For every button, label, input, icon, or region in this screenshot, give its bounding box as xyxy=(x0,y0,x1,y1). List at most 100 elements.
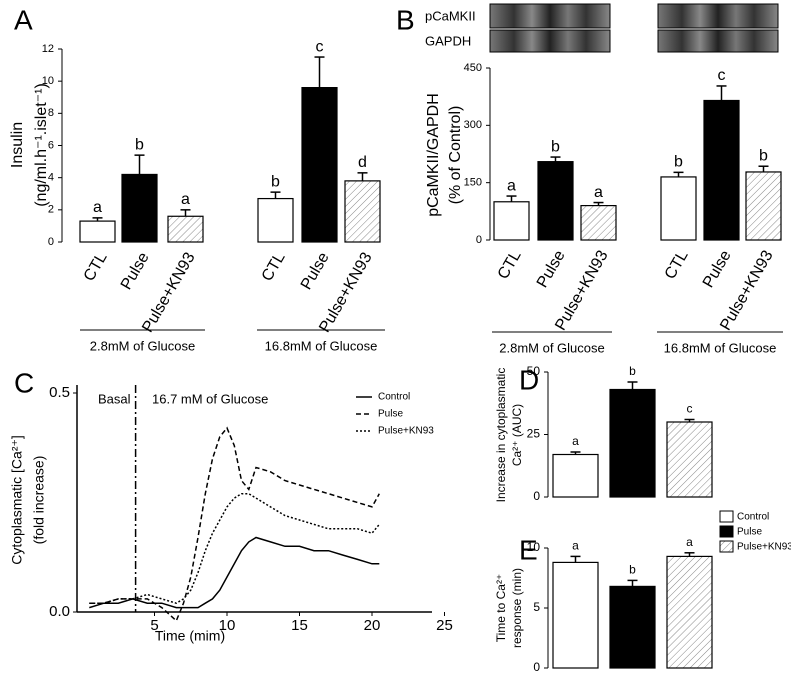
x-tick-label: 10 xyxy=(219,617,236,634)
bar xyxy=(609,388,656,498)
bar xyxy=(79,220,116,243)
significance-letter: b xyxy=(629,364,636,378)
x-tick-label: 25 xyxy=(436,617,453,634)
y-tick-label: 150 xyxy=(464,177,482,189)
x-tick-label: 5 xyxy=(150,617,158,634)
x-tick-label: CTL xyxy=(662,248,692,283)
legend-label: Control xyxy=(737,512,769,523)
legend-swatch xyxy=(719,510,734,523)
bar xyxy=(660,176,697,241)
panel-label: A xyxy=(14,4,33,35)
annotation: Basal xyxy=(98,391,131,406)
series-line xyxy=(89,492,380,605)
y-axis-title: response (min) xyxy=(510,568,524,648)
x-tick-label: Pulse xyxy=(700,248,735,291)
blots xyxy=(489,3,779,53)
legend-label: Pulse xyxy=(737,527,762,538)
significance-letter: c xyxy=(316,38,324,55)
y-axis-title: pCaMKII/GAPDH xyxy=(425,93,442,217)
bar xyxy=(493,201,530,241)
legend-label: Pulse+KN93 xyxy=(737,542,791,553)
significance-letter: c xyxy=(687,402,693,416)
legend-label: Pulse xyxy=(378,409,403,420)
y-tick-label: 10 xyxy=(42,75,54,87)
significance-letter: a xyxy=(572,539,579,553)
y-tick-label: 50 xyxy=(527,364,541,378)
x-tick-label: CTL xyxy=(81,250,111,285)
y-tick-label: 0 xyxy=(533,489,540,503)
y-tick-label: 12 xyxy=(42,43,54,55)
bar xyxy=(257,197,294,243)
significance-letter: b xyxy=(135,136,144,153)
significance-letter: a xyxy=(594,184,603,201)
significance-letter: a xyxy=(181,191,190,208)
y-axis-title: Insulin xyxy=(9,122,26,168)
panel-label: B xyxy=(396,4,415,35)
y-tick-label: 0 xyxy=(533,660,540,674)
x-tick-label: Pulse xyxy=(118,250,153,293)
legend-label: Control xyxy=(378,392,410,403)
significance-letter: b xyxy=(674,154,683,171)
significance-letter: b xyxy=(551,138,560,155)
bar xyxy=(537,161,574,241)
significance-letter: a xyxy=(686,535,693,549)
x-tick-label: CTL xyxy=(259,250,289,285)
y-tick-label: 450 xyxy=(464,62,482,74)
bar xyxy=(745,171,782,241)
series-line xyxy=(89,536,380,609)
group-label: 2.8mM of Glucose xyxy=(90,338,196,353)
significance-letter: a xyxy=(93,199,102,216)
group-label: 16.8mM of Glucose xyxy=(265,338,378,353)
x-tick-label: 15 xyxy=(291,617,308,634)
significance-letter: c xyxy=(718,67,726,84)
blot-label: pCaMKII xyxy=(425,8,476,23)
annotation: 16.7 mM of Glucose xyxy=(152,391,268,406)
y-axis-title: (ng/ml.h⁻¹.islet⁻¹) xyxy=(33,83,50,207)
bar xyxy=(666,555,713,669)
significance-letter: b xyxy=(759,147,768,164)
x-tick-label: CTL xyxy=(495,248,525,283)
significance-letter: b xyxy=(271,173,280,190)
group-label: 2.8mM of Glucose xyxy=(499,340,605,355)
bar xyxy=(167,215,204,243)
bar xyxy=(609,585,656,669)
y-tick-label: 300 xyxy=(464,119,482,131)
series-line xyxy=(89,426,380,623)
y-tick-label: 4 xyxy=(48,172,54,184)
y-tick-label: 2 xyxy=(48,204,54,216)
legend-swatch xyxy=(719,525,734,538)
y-tick-label: 10 xyxy=(527,540,541,554)
x-tick-label: Pulse xyxy=(298,250,333,293)
y-axis-title: Cytoplasmatic [Ca²⁺] xyxy=(9,435,25,565)
bar xyxy=(301,86,338,243)
significance-letter: b xyxy=(629,563,636,577)
bar xyxy=(580,205,617,241)
bar xyxy=(344,180,381,243)
y-tick-label: 5 xyxy=(533,600,540,614)
bar xyxy=(703,99,740,241)
significance-letter: d xyxy=(358,154,367,171)
legend-swatch xyxy=(719,540,734,553)
x-tick-label: Pulse xyxy=(534,248,569,291)
y-tick-label: 6 xyxy=(48,139,54,151)
bar xyxy=(666,421,713,498)
group-label: 16.8mM of Glucose xyxy=(664,340,777,355)
x-axis-title: Time (mim) xyxy=(155,628,225,644)
y-tick-label: 0.0 xyxy=(49,603,70,620)
y-axis-title: Increase in cytoplasmatic xyxy=(494,368,508,503)
x-tick-label: 20 xyxy=(364,617,381,634)
y-tick-label: 8 xyxy=(48,107,54,119)
significance-letter: a xyxy=(507,177,516,194)
y-axis-title: (% of Control) xyxy=(447,106,464,205)
blot-label: GAPDH xyxy=(425,33,471,48)
bar xyxy=(552,453,599,498)
bar xyxy=(552,561,599,669)
y-axis-title: (fold increase) xyxy=(31,456,47,545)
panel-label: D xyxy=(519,364,539,395)
significance-letter: a xyxy=(572,434,579,448)
y-tick-label: 25 xyxy=(527,427,541,441)
panel-label: C xyxy=(14,367,34,398)
bar xyxy=(121,173,158,243)
y-axis-title: Ca²⁺ (AUC) xyxy=(510,404,524,466)
